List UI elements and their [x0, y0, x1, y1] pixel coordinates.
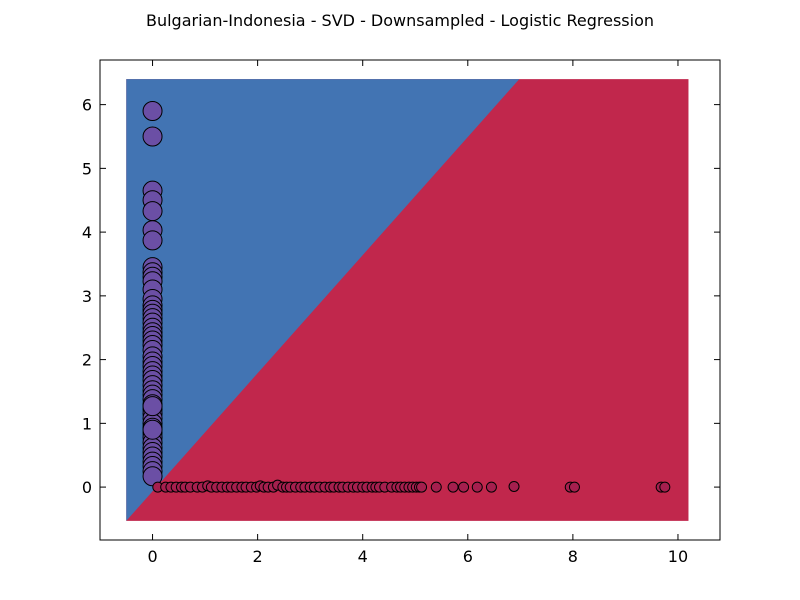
- y-tick-label: 6: [82, 96, 92, 115]
- y-tick-label: 1: [82, 414, 92, 433]
- axes: 0 2 4 6 8 10 0 1 2 3 4 5 6: [82, 59, 721, 566]
- data-points: [142, 100, 671, 493]
- x-tick-label: 6: [463, 547, 473, 566]
- y-tick-label: 3: [82, 287, 92, 306]
- class-b-point: [508, 480, 520, 492]
- decision-regions: [126, 79, 689, 521]
- class-b-point: [485, 481, 497, 493]
- class-a-point: [142, 230, 163, 251]
- class-a-point: [142, 201, 163, 222]
- x-tick-label: 2: [253, 547, 263, 566]
- class-b-point: [659, 481, 671, 493]
- class-a-point: [142, 419, 163, 440]
- plot-frame: [99, 59, 721, 541]
- y-tick-label: 5: [82, 159, 92, 178]
- x-tick-label: 10: [668, 547, 688, 566]
- y-tick-label: 2: [82, 351, 92, 370]
- x-tick-label: 4: [358, 547, 368, 566]
- class-b-point: [471, 481, 483, 493]
- class-b-point: [416, 481, 428, 493]
- class-b-point: [458, 481, 470, 493]
- chart-title: Bulgarian-Indonesia - SVD - Downsampled …: [146, 11, 654, 30]
- y-tick-label: 0: [82, 478, 92, 497]
- class-b-point: [447, 481, 459, 493]
- class-a-point: [142, 396, 163, 417]
- class-a-point: [142, 100, 163, 121]
- class-a-point: [142, 126, 163, 147]
- x-tick-label: 0: [147, 547, 157, 566]
- region-upper-left: [126, 79, 520, 521]
- y-tick-label: 4: [82, 223, 92, 242]
- class-b-point: [568, 481, 580, 493]
- class-b-point: [430, 481, 442, 493]
- x-tick-label: 8: [568, 547, 578, 566]
